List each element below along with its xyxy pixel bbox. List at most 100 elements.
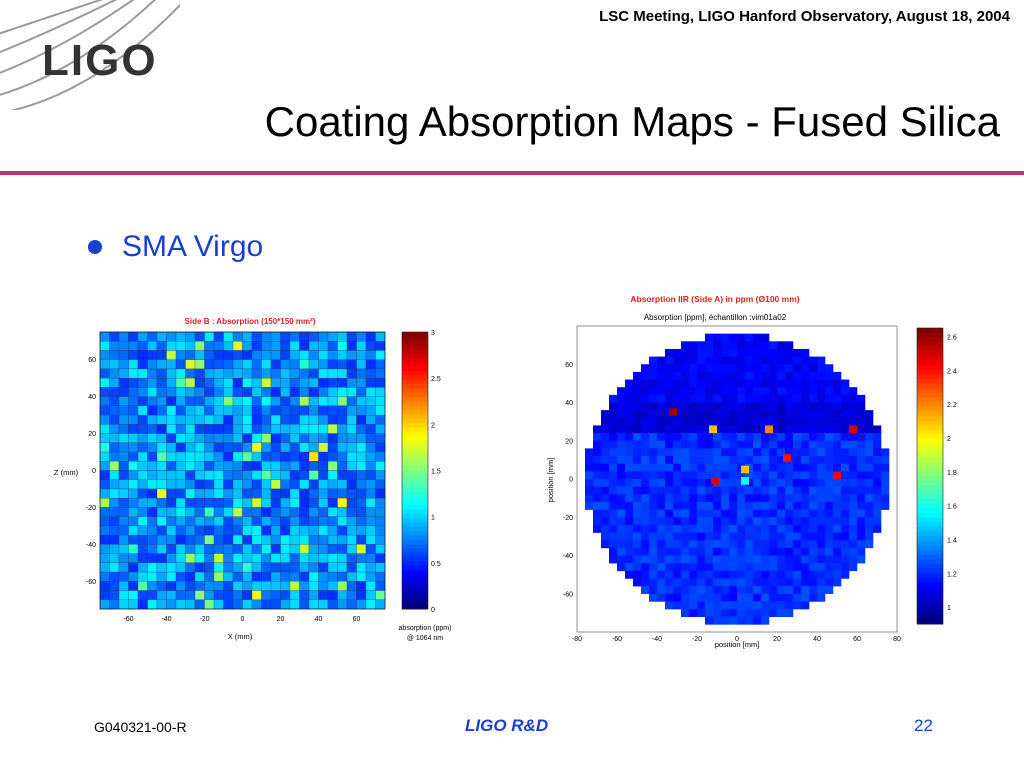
heatmap-cell — [705, 540, 714, 549]
heatmap-cell — [327, 590, 338, 600]
heatmap-cell — [337, 599, 348, 610]
heatmap-cell — [137, 581, 148, 591]
heatmap-cell — [280, 341, 291, 351]
heatmap-cell — [109, 470, 120, 480]
heatmap-cell — [270, 378, 281, 388]
heatmap-cell — [185, 498, 196, 508]
heatmap-cell — [705, 593, 714, 602]
heatmap-cell — [825, 425, 834, 434]
heatmap-cell — [785, 417, 794, 426]
heatmap-cell — [109, 368, 120, 379]
heatmap-cell — [785, 364, 794, 373]
y-tick-label: 0 — [92, 468, 96, 475]
heatmap-cell — [137, 507, 148, 517]
heatmap-cell — [649, 463, 658, 472]
heatmap-cell — [753, 456, 762, 464]
heatmap-cell — [242, 341, 253, 351]
heatmap-cell — [299, 581, 310, 591]
heatmap-cell — [175, 396, 186, 406]
colorbar-segment — [917, 341, 943, 347]
heatmap-cell — [289, 451, 300, 462]
heatmap-cell — [289, 553, 300, 563]
side-b-absorption-heatmap: Side B : Absorption (150*150 mm²) 604020… — [54, 317, 452, 642]
heatmap-cell — [327, 599, 338, 610]
heatmap-cell — [356, 396, 367, 406]
y-tick-label: -60 — [563, 591, 573, 598]
heatmap-cell — [801, 448, 810, 457]
heatmap-cell — [609, 433, 618, 442]
heatmap-cell — [785, 540, 794, 549]
heatmap-cell — [817, 471, 826, 480]
heatmap-cell — [318, 387, 329, 397]
heatmap-cell — [801, 471, 810, 480]
heatmap-cell — [641, 486, 650, 495]
heatmap-cell — [737, 501, 746, 510]
heatmap-cell — [223, 451, 234, 462]
heatmap-cell — [270, 359, 281, 370]
heatmap-cell — [713, 486, 722, 495]
heatmap-cell — [721, 601, 730, 610]
heatmap-cell — [665, 387, 674, 396]
heatmap-cell — [761, 509, 770, 518]
heatmap-cell — [657, 371, 666, 380]
heatmap-cell — [793, 494, 802, 503]
heatmap-cell — [745, 402, 754, 411]
heatmap-cell — [147, 590, 158, 600]
heatmap-cell — [689, 570, 698, 579]
heatmap-cell — [681, 593, 690, 602]
heatmap-cell — [673, 601, 682, 610]
heatmap-cell — [242, 359, 253, 370]
colorbar-segment — [402, 552, 428, 558]
heatmap-cell — [109, 405, 120, 416]
heatmap-cell — [833, 417, 842, 426]
heatmap-cell — [745, 501, 754, 510]
heatmap-cell — [641, 410, 650, 419]
heatmap-cell — [729, 532, 738, 541]
heatmap-cell — [337, 461, 348, 471]
heatmap-cell — [175, 470, 186, 480]
heatmap-cell — [665, 364, 674, 373]
heatmap-cell — [109, 544, 120, 554]
heatmap-cell — [817, 356, 826, 365]
heatmap-cell — [156, 451, 167, 462]
heatmap-cell — [777, 586, 786, 595]
heatmap-cell — [147, 350, 158, 360]
heatmap-cell — [705, 616, 714, 625]
heatmap-cell — [270, 525, 281, 536]
heatmap-cell — [270, 341, 281, 351]
heatmap-cell — [99, 488, 110, 499]
heatmap-cell — [356, 387, 367, 397]
heatmap-cell — [185, 378, 196, 388]
heatmap-cell — [673, 555, 682, 564]
heatmap-cell — [825, 371, 834, 380]
heatmap-cell — [609, 509, 618, 518]
heatmap-cell — [745, 341, 754, 350]
heatmap-cell — [769, 410, 778, 419]
heatmap-cell — [223, 359, 234, 370]
document-id: G040321-00-R — [94, 719, 187, 735]
heatmap-cell — [251, 396, 262, 406]
heatmap-cell — [223, 461, 234, 471]
heatmap-cell — [785, 356, 794, 365]
heatmap-cell — [327, 562, 338, 573]
heatmap-cell — [375, 553, 386, 563]
heatmap-cell — [609, 540, 618, 549]
heatmap-cell — [346, 507, 357, 517]
heatmap-cell — [817, 509, 826, 518]
heatmap-cell — [793, 440, 802, 449]
heatmap-cell — [147, 451, 158, 462]
colorbar-segment — [917, 328, 943, 334]
heatmap-cell — [251, 331, 262, 342]
heatmap-cell — [657, 410, 666, 419]
heatmap-cell — [185, 479, 196, 490]
heatmap-cell — [841, 532, 850, 541]
heatmap-cell — [673, 402, 682, 411]
heatmap-cell — [713, 570, 722, 579]
heatmap-cell — [223, 378, 234, 388]
colorbar-segment — [402, 461, 428, 467]
heatmap-cell — [137, 378, 148, 388]
heatmap-cell — [777, 578, 786, 587]
colorbar-tick-label: 0.5 — [431, 561, 441, 568]
heatmap-cell — [633, 463, 642, 472]
heatmap-cell — [299, 488, 310, 499]
